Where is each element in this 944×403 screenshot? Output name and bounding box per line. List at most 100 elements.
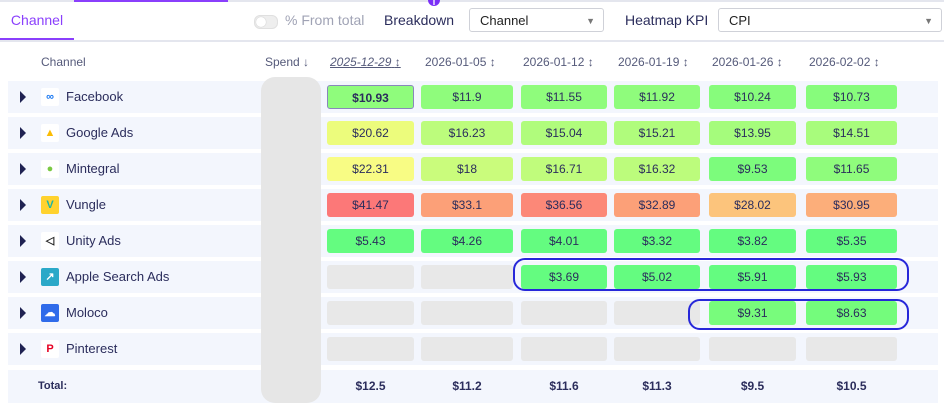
heatmap-cell[interactable]: $22.31 [327, 157, 414, 181]
total-value: $11.2 [452, 379, 482, 393]
heatmap-cell[interactable]: $16.71 [521, 157, 607, 181]
total-value: $12.5 [355, 379, 386, 393]
channel-name: Apple Search Ads [66, 269, 170, 284]
heatmap-cell[interactable] [614, 301, 700, 325]
heatmap-cell[interactable] [421, 337, 513, 361]
sort-icon: ↕ [394, 55, 401, 69]
heatmap-cell[interactable]: $13.95 [709, 121, 796, 145]
total-label: Total: [38, 380, 68, 392]
heatmap-cell[interactable] [327, 337, 414, 361]
breakdown-select[interactable]: Channel ▼ [469, 8, 604, 32]
tab-channel[interactable]: Channel [0, 0, 74, 40]
heatmap-cell[interactable]: $16.23 [421, 121, 513, 145]
expand-arrow-icon[interactable] [20, 91, 26, 103]
heatmap-cell[interactable]: $4.01 [521, 229, 607, 253]
heatmap-cell[interactable] [521, 301, 607, 325]
channel-name: Vungle [66, 197, 106, 212]
heatmap-cell[interactable]: $11.9 [421, 85, 513, 109]
heatmap-cell[interactable]: $4.26 [421, 229, 513, 253]
header-date[interactable]: 2026-01-12 ↕ [523, 55, 594, 69]
highlight-outline [688, 299, 909, 330]
date-label: 2026-02-02 [809, 55, 871, 69]
heatmap-cell[interactable] [709, 337, 796, 361]
heatmap-cell[interactable]: $5.43 [327, 229, 414, 253]
date-label: 2026-01-26 [712, 55, 774, 69]
heatmap-cell[interactable]: $8.63 [806, 301, 897, 325]
expand-arrow-icon[interactable] [20, 163, 26, 175]
heatmap-cell[interactable]: $5.02 [614, 265, 700, 289]
heatmap-cell[interactable]: $9.53 [709, 157, 796, 181]
expand-arrow-icon[interactable] [20, 343, 26, 355]
pct-from-total-toggle[interactable] [254, 15, 278, 29]
moloco-logo-icon: ☁ [41, 304, 59, 322]
heatmap-cell[interactable] [327, 265, 414, 289]
heatmap-kpi-select[interactable]: CPI ▼ [718, 8, 942, 32]
top-divider [0, 0, 944, 2]
heatmap-cell[interactable]: $33.1 [421, 193, 513, 217]
header-date[interactable]: 2026-01-26 ↕ [712, 55, 783, 69]
expand-arrow-icon[interactable] [20, 307, 26, 319]
total-value: $11.6 [549, 379, 579, 393]
channel-name: Facebook [66, 89, 124, 104]
heatmap-cell[interactable]: $5.35 [806, 229, 897, 253]
expand-arrow-icon[interactable] [20, 199, 26, 211]
total-value: $11.3 [642, 379, 672, 393]
expand-arrow-icon[interactable] [20, 127, 26, 139]
chevron-down-icon: ▼ [924, 16, 933, 26]
heatmap-cell[interactable]: $3.69 [521, 265, 607, 289]
date-label: 2026-01-12 [523, 55, 585, 69]
heatmap-cell[interactable]: $11.65 [806, 157, 897, 181]
heatmap-cell[interactable]: $18 [421, 157, 513, 181]
heatmap-cell[interactable]: $28.02 [709, 193, 796, 217]
heatmap-cell[interactable] [521, 337, 607, 361]
apple-search-ads-logo-icon: ↗ [41, 268, 59, 286]
expand-arrow-icon[interactable] [20, 271, 26, 283]
unity-logo-icon: ◁ [41, 232, 59, 250]
expand-arrow-icon[interactable] [20, 235, 26, 247]
sort-desc-icon: ↓ [303, 55, 310, 69]
header-date[interactable]: 2025-12-29 ↕ [330, 55, 401, 69]
heatmap-cell[interactable]: $14.51 [806, 121, 897, 145]
channel-name: Mintegral [66, 161, 120, 176]
heatmap-cell[interactable]: $10.73 [806, 85, 897, 109]
info-icon[interactable]: i [428, 0, 440, 7]
sort-icon: ↕ [682, 55, 689, 69]
heatmap-cell[interactable]: $11.55 [521, 85, 607, 109]
header-date[interactable]: 2026-02-02 ↕ [809, 55, 880, 69]
heatmap-cell[interactable] [614, 337, 700, 361]
header-spend[interactable]: Spend ↓ [265, 55, 309, 69]
heatmap-cell[interactable] [421, 265, 513, 289]
heatmap-cell[interactable]: $5.91 [709, 265, 796, 289]
heatmap-kpi-label: Heatmap KPI [625, 12, 709, 28]
date-label: 2025-12-29 [330, 55, 392, 69]
heatmap-cell[interactable]: $9.31 [709, 301, 796, 325]
pct-from-total-label: % From total [285, 12, 365, 28]
heatmap-cell[interactable]: $10.93 [327, 85, 414, 109]
meta-logo-icon: ∞ [41, 88, 59, 106]
header-date[interactable]: 2026-01-19 ↕ [618, 55, 689, 69]
heatmap-cell[interactable]: $32.89 [614, 193, 700, 217]
header-date[interactable]: 2026-01-05 ↕ [425, 55, 496, 69]
heatmap-cell[interactable]: $15.04 [521, 121, 607, 145]
heatmap-cell[interactable]: $3.82 [709, 229, 796, 253]
heatmap-cell[interactable]: $41.47 [327, 193, 414, 217]
heatmap-cell[interactable]: $15.21 [614, 121, 700, 145]
heatmap-cell[interactable]: $36.56 [521, 193, 607, 217]
heatmap-cell[interactable]: $11.92 [614, 85, 700, 109]
total-row: Total: [8, 370, 938, 403]
date-label: 2026-01-05 [425, 55, 487, 69]
heatmap-cell[interactable]: $30.95 [806, 193, 897, 217]
heatmap-cell[interactable] [327, 301, 414, 325]
heatmap-cell[interactable]: $3.32 [614, 229, 700, 253]
heatmap-cell[interactable] [806, 337, 897, 361]
sort-icon: ↕ [776, 55, 783, 69]
heatmap-cell[interactable]: $5.93 [806, 265, 897, 289]
heatmap-cell[interactable]: $16.32 [614, 157, 700, 181]
breakdown-value: Channel [480, 13, 529, 28]
spend-label: Spend [265, 55, 300, 69]
heatmap-cell[interactable] [421, 301, 513, 325]
channel-name: Unity Ads [66, 233, 121, 248]
sort-icon: ↕ [873, 55, 880, 69]
heatmap-cell[interactable]: $10.24 [709, 85, 796, 109]
heatmap-cell[interactable]: $20.62 [327, 121, 414, 145]
